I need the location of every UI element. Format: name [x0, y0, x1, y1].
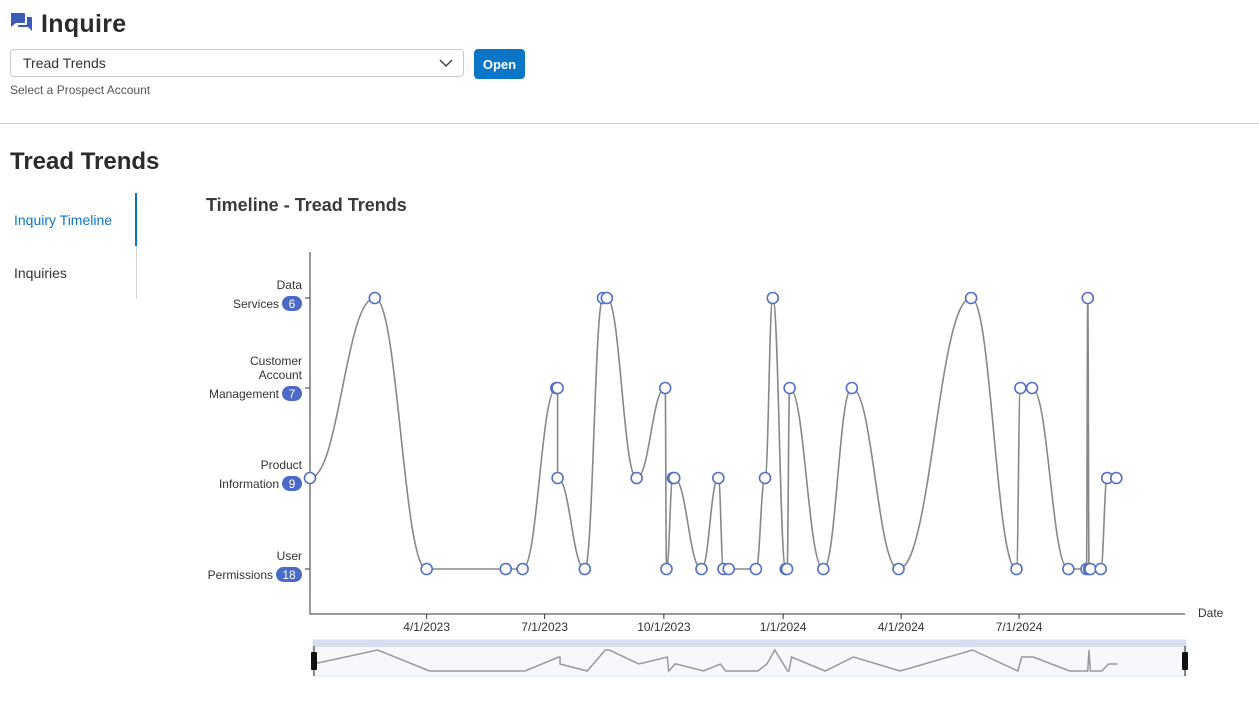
app-title-row: Inquire — [10, 10, 126, 39]
data-point — [783, 381, 796, 395]
chevron-down-icon — [439, 56, 453, 75]
nav-item-inquiry-timeline[interactable]: Inquiry Timeline — [0, 193, 137, 246]
select-value: Tread Trends — [23, 55, 106, 71]
data-point — [600, 291, 614, 305]
data-point — [303, 471, 317, 485]
data-point — [551, 381, 564, 395]
x-axis-label: Date — [1198, 606, 1224, 620]
data-point — [695, 562, 708, 576]
open-button[interactable]: Open — [474, 49, 525, 79]
x-tick-label: 1/1/2024 — [760, 620, 807, 634]
data-point — [499, 562, 513, 576]
data-point — [845, 381, 859, 395]
y-tick-label: Permissions — [208, 568, 273, 582]
y-tick-label: Data — [277, 278, 303, 292]
count-badge-label: 9 — [289, 477, 296, 491]
count-badge-label: 7 — [289, 387, 296, 401]
data-point — [1084, 562, 1097, 576]
x-tick-label: 4/1/2023 — [403, 620, 450, 634]
data-point — [1025, 381, 1039, 395]
x-tick-label: 10/1/2023 — [637, 620, 691, 634]
nav-item-inquiries[interactable]: Inquiries — [0, 246, 137, 299]
count-badge — [282, 476, 302, 491]
count-badge — [282, 386, 302, 401]
page-title: Tread Trends — [10, 148, 160, 175]
data-point — [1014, 381, 1027, 395]
data-point — [368, 291, 382, 305]
prospect-account-select[interactable]: Tread Trends — [10, 49, 464, 77]
data-point — [660, 562, 673, 576]
x-tick-label: 7/1/2024 — [996, 620, 1043, 634]
data-point — [1062, 562, 1075, 576]
data-point — [658, 381, 672, 395]
app-header: Inquire Tread Trends Open Select a Prosp… — [0, 0, 1259, 124]
select-help-text: Select a Prospect Account — [10, 83, 151, 97]
data-point — [1010, 562, 1023, 576]
data-point — [667, 471, 681, 485]
y-tick-label: User — [277, 549, 302, 563]
data-point — [1081, 291, 1095, 305]
data-point — [420, 562, 433, 576]
data-point — [758, 471, 772, 485]
data-point — [766, 291, 780, 305]
y-tick-label: Account — [259, 368, 303, 382]
count-badge — [276, 567, 302, 582]
x-tick-label: 7/1/2023 — [521, 620, 568, 634]
data-point — [1109, 471, 1123, 485]
x-tick-label: 4/1/2024 — [878, 620, 925, 634]
y-tick-label: Management — [209, 387, 280, 401]
data-point — [892, 562, 905, 576]
zoom-slider-bar — [313, 640, 1186, 647]
chat-bubbles-icon — [10, 11, 33, 38]
data-point — [516, 562, 529, 576]
data-point — [722, 562, 736, 576]
zoom-slider-preview — [312, 648, 1118, 673]
data-point — [817, 562, 830, 576]
data-point — [551, 471, 564, 485]
series-line — [309, 297, 1117, 570]
nav-item-label: Inquiry Timeline — [14, 211, 113, 228]
count-badge — [282, 296, 302, 311]
nav-item-label: Inquiries — [14, 264, 67, 281]
chart-title: Timeline - Tread Trends — [206, 195, 407, 215]
y-tick-label: Information — [219, 477, 279, 491]
header-divider — [0, 123, 1259, 124]
count-badge-label: 18 — [282, 568, 296, 582]
y-tick-label: Customer — [250, 354, 302, 368]
zoom-handle-right[interactable] — [1182, 652, 1188, 670]
data-point — [630, 471, 643, 485]
count-badge-label: 6 — [289, 297, 296, 311]
data-point — [964, 291, 978, 305]
data-point — [578, 562, 592, 576]
data-point — [749, 562, 763, 576]
data-point — [780, 562, 794, 576]
zoom-handle-left[interactable] — [311, 652, 317, 670]
data-point — [712, 471, 725, 485]
y-tick-label: Services — [233, 297, 279, 311]
side-nav: Inquiry Timeline Inquiries — [0, 193, 137, 299]
data-point — [1094, 562, 1108, 576]
y-tick-label: Product — [261, 458, 303, 472]
app-title: Inquire — [41, 10, 127, 38]
